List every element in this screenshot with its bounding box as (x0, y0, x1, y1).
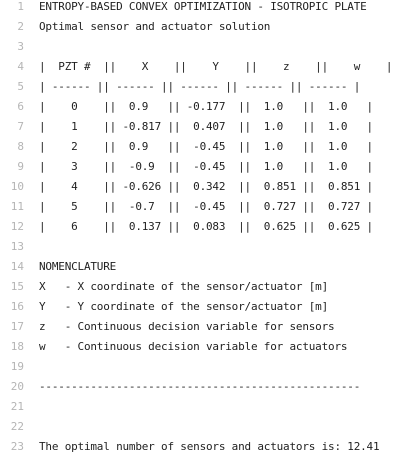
line-text[interactable]: NOMENCLATURE (39, 260, 117, 273)
line-number: 3 (17, 40, 24, 53)
editor-line[interactable]: 6 | 0 || 0.9 || -0.177 || 1.0 || 1.0 | (0, 97, 411, 117)
editor-line[interactable]: 21 (0, 397, 411, 417)
editor-line[interactable]: 12 | 6 || 0.137 || 0.083 || 0.625 || 0.62… (0, 217, 411, 237)
line-text[interactable]: ENTROPY-BASED CONVEX OPTIMIZATION - ISOT… (39, 0, 367, 13)
editor-line[interactable]: 15 X - X coordinate of the sensor/actuato… (0, 277, 411, 297)
line-text[interactable]: Y - Y coordinate of the sensor/actuator … (39, 300, 329, 313)
editor-line[interactable]: 20 --------------------------------------… (0, 377, 411, 397)
line-text[interactable]: | 1 || -0.817 || 0.407 || 1.0 || 1.0 | (39, 120, 373, 133)
editor-line[interactable]: 9 | 3 || -0.9 || -0.45 || 1.0 || 1.0 | (0, 157, 411, 177)
editor-line[interactable]: 13 (0, 237, 411, 257)
line-text[interactable]: Optimal sensor and actuator solution (39, 20, 271, 33)
editor-line[interactable]: 4 | PZT # || X || Y || z || w | (0, 57, 411, 77)
editor-line[interactable]: 5 | ------ || ------ || ------ || ------ … (0, 77, 411, 97)
editor-line[interactable]: 10 | 4 || -0.626 || 0.342 || 0.851 || 0.8… (0, 177, 411, 197)
editor-line[interactable]: 23 The optimal number of sensors and actu… (0, 437, 411, 457)
line-number: 7 (17, 120, 24, 133)
line-number: 19 (10, 360, 24, 373)
editor-line[interactable]: 11 | 5 || -0.7 || -0.45 || 0.727 || 0.727… (0, 197, 411, 217)
line-text[interactable]: | 0 || 0.9 || -0.177 || 1.0 || 1.0 | (39, 100, 373, 113)
line-text[interactable]: | 3 || -0.9 || -0.45 || 1.0 || 1.0 | (39, 160, 373, 173)
line-text[interactable]: | 5 || -0.7 || -0.45 || 0.727 || 0.727 | (39, 200, 373, 213)
line-number: 10 (10, 180, 24, 193)
editor-line[interactable]: 1 ENTROPY-BASED CONVEX OPTIMIZATION - ISO… (0, 0, 411, 17)
line-number: 4 (17, 60, 24, 73)
line-number: 21 (10, 400, 24, 413)
line-number: 16 (10, 300, 24, 313)
line-number: 6 (17, 100, 24, 113)
line-text[interactable]: z - Continuous decision variable for sen… (39, 320, 335, 333)
line-number: 23 (10, 440, 24, 453)
line-number: 20 (10, 380, 24, 393)
line-text[interactable]: | 6 || 0.137 || 0.083 || 0.625 || 0.625 … (39, 220, 373, 233)
line-number: 14 (10, 260, 24, 273)
line-number: 1 (17, 0, 24, 13)
editor-line[interactable]: 8 | 2 || 0.9 || -0.45 || 1.0 || 1.0 | (0, 137, 411, 157)
editor-line[interactable]: 2 Optimal sensor and actuator solution (0, 17, 411, 37)
line-text[interactable]: w - Continuous decision variable for act… (39, 340, 348, 353)
line-number: 5 (17, 80, 24, 93)
line-number: 22 (10, 420, 24, 433)
line-text[interactable]: The optimal number of sensors and actuat… (39, 440, 380, 453)
line-text[interactable]: ----------------------------------------… (39, 380, 361, 393)
line-number: 12 (10, 220, 24, 233)
editor-line[interactable]: 7 | 1 || -0.817 || 0.407 || 1.0 || 1.0 | (0, 117, 411, 137)
line-text[interactable]: | PZT # || X || Y || z || w | (39, 60, 393, 73)
line-text[interactable]: X - X coordinate of the sensor/actuator … (39, 280, 329, 293)
line-number: 15 (10, 280, 24, 293)
editor-line[interactable]: 3 (0, 37, 411, 57)
line-number: 13 (10, 240, 24, 253)
line-text[interactable]: | ------ || ------ || ------ || ------ |… (39, 80, 361, 93)
line-number: 9 (17, 160, 24, 173)
editor-line[interactable]: 14 NOMENCLATURE (0, 257, 411, 277)
line-number: 11 (10, 200, 24, 213)
line-text[interactable]: | 4 || -0.626 || 0.342 || 0.851 || 0.851… (39, 180, 373, 193)
editor-line[interactable]: 19 (0, 357, 411, 377)
line-number: 18 (10, 340, 24, 353)
line-number: 17 (10, 320, 24, 333)
line-number: 8 (17, 140, 24, 153)
editor-line[interactable]: 16 Y - Y coordinate of the sensor/actuato… (0, 297, 411, 317)
editor-line[interactable]: 22 (0, 417, 411, 437)
line-text[interactable]: | 2 || 0.9 || -0.45 || 1.0 || 1.0 | (39, 140, 373, 153)
editor-line[interactable]: 18 w - Continuous decision variable for a… (0, 337, 411, 357)
line-number: 2 (17, 20, 24, 33)
editor-line[interactable]: 17 z - Continuous decision variable for s… (0, 317, 411, 337)
